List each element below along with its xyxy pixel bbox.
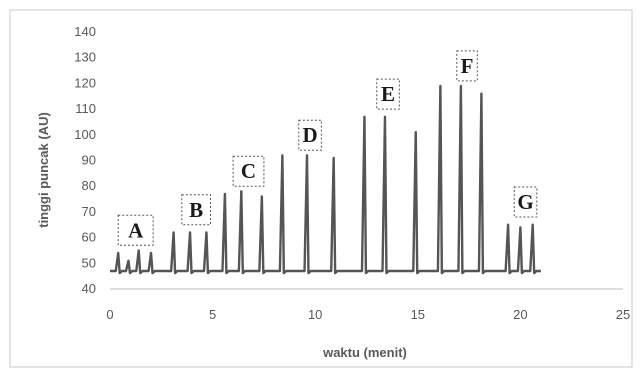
y-tick-label: 120: [74, 75, 96, 90]
x-axis: 0 5 10 15 20 25: [106, 307, 630, 322]
y-tick-label: 100: [74, 127, 96, 142]
y-tick-label: 110: [75, 101, 96, 116]
y-axis-title: tinggi puncak (AU): [36, 112, 51, 228]
y-tick-label: 80: [82, 178, 96, 193]
peak-group-label: D: [302, 123, 317, 147]
peak-group-label: B: [189, 198, 203, 222]
x-tick-label: 5: [209, 307, 216, 322]
y-tick-label: 60: [82, 230, 96, 245]
peak-group-box: F: [456, 50, 478, 82]
y-tick-label: 90: [82, 153, 96, 168]
x-tick-label: 10: [308, 307, 322, 322]
peak-group-label: E: [381, 82, 395, 106]
x-tick-label: 0: [106, 307, 113, 322]
peak-group-label: C: [241, 159, 256, 183]
peak-group-box: G: [513, 186, 538, 218]
peak-group-box: C: [232, 155, 265, 187]
peak-group-labels: A B C D E F G: [117, 50, 538, 246]
peak-group-box: D: [298, 119, 322, 151]
y-tick-label: 140: [74, 24, 96, 39]
x-tick-label: 20: [513, 307, 527, 322]
y-axis: 40 50 60 70 80 90 100 110 120 130 140: [74, 24, 96, 296]
peak-group-label: F: [461, 54, 474, 78]
peak-group-box: A: [117, 214, 154, 246]
x-axis-title: waktu (menit): [322, 345, 407, 360]
x-tick-label: 25: [616, 307, 630, 322]
y-tick-label: 50: [82, 255, 96, 270]
y-tick-label: 40: [82, 281, 96, 296]
x-tick-label: 15: [411, 307, 425, 322]
y-tick-label: 130: [74, 50, 96, 65]
peak-group-box: E: [376, 78, 400, 110]
peak-group-box: B: [181, 194, 212, 226]
signal-line: [110, 84, 541, 275]
y-tick-label: 70: [82, 204, 96, 219]
peak-group-label: G: [517, 190, 533, 214]
peak-group-label: A: [128, 218, 144, 242]
